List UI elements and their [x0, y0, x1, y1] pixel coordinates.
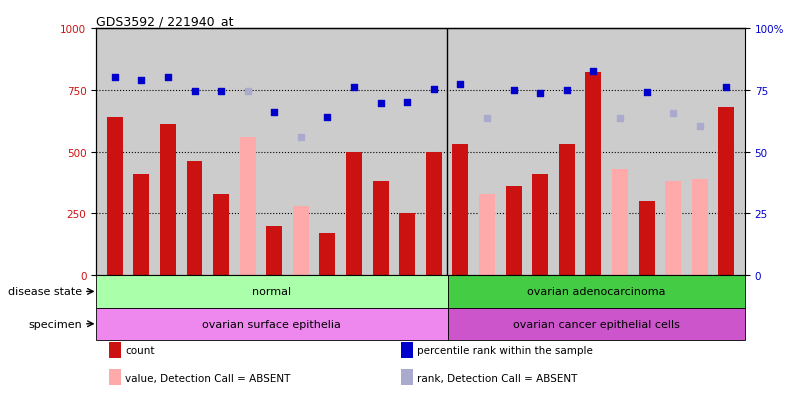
Point	[400, 100, 413, 106]
Point	[587, 69, 600, 76]
Bar	[638, 202, 654, 275]
Bar	[109, 342, 121, 358]
Bar	[96, 308, 448, 340]
Bar	[426, 152, 442, 275]
Point	[135, 77, 147, 84]
Text: specimen: specimen	[29, 319, 83, 329]
Point	[374, 101, 387, 107]
Bar	[692, 179, 708, 275]
Text: ovarian cancer epithelial cells: ovarian cancer epithelial cells	[513, 319, 680, 329]
Text: disease state: disease state	[9, 287, 83, 297]
Bar	[107, 118, 123, 275]
Point	[481, 116, 493, 122]
Text: count: count	[125, 346, 155, 356]
Bar	[187, 162, 203, 275]
Bar	[293, 206, 309, 275]
Bar	[532, 174, 548, 275]
Text: ovarian adenocarcinoma: ovarian adenocarcinoma	[527, 287, 666, 297]
Text: percentile rank within the sample: percentile rank within the sample	[417, 346, 594, 356]
Bar	[96, 275, 448, 308]
Point	[614, 116, 626, 122]
Bar	[448, 308, 745, 340]
Bar	[586, 73, 602, 275]
Bar	[665, 182, 681, 275]
Point	[108, 75, 121, 81]
Point	[561, 87, 574, 94]
Point	[666, 111, 679, 117]
Point	[162, 75, 175, 81]
Bar	[320, 234, 336, 275]
Bar	[401, 369, 413, 385]
Point	[720, 85, 733, 91]
Bar	[401, 342, 413, 358]
Text: ovarian surface epithelia: ovarian surface epithelia	[203, 319, 341, 329]
Bar	[453, 145, 469, 275]
Point	[268, 109, 280, 116]
Point	[241, 88, 254, 95]
Point	[188, 88, 201, 95]
Point	[428, 86, 441, 93]
Bar	[213, 194, 229, 275]
Bar	[559, 145, 575, 275]
Text: normal: normal	[252, 287, 292, 297]
Bar	[718, 108, 735, 275]
Bar	[505, 187, 521, 275]
Point	[454, 81, 467, 88]
Point	[507, 87, 520, 94]
Bar	[346, 152, 362, 275]
Point	[694, 123, 706, 130]
Point	[321, 114, 334, 121]
Point	[295, 134, 308, 141]
Bar	[239, 138, 256, 275]
Bar	[448, 275, 745, 308]
Bar	[372, 182, 388, 275]
Text: GDS3592 / 221940_at: GDS3592 / 221940_at	[96, 15, 234, 28]
Bar	[399, 214, 415, 275]
Bar	[479, 194, 495, 275]
Text: value, Detection Call = ABSENT: value, Detection Call = ABSENT	[125, 373, 291, 382]
Bar	[266, 226, 282, 275]
Point	[348, 85, 360, 91]
Bar	[612, 169, 628, 275]
Point	[533, 91, 546, 97]
Bar	[109, 369, 121, 385]
Text: rank, Detection Call = ABSENT: rank, Detection Call = ABSENT	[417, 373, 578, 382]
Point	[640, 90, 653, 96]
Bar	[133, 174, 149, 275]
Bar	[160, 125, 176, 275]
Point	[215, 88, 227, 95]
